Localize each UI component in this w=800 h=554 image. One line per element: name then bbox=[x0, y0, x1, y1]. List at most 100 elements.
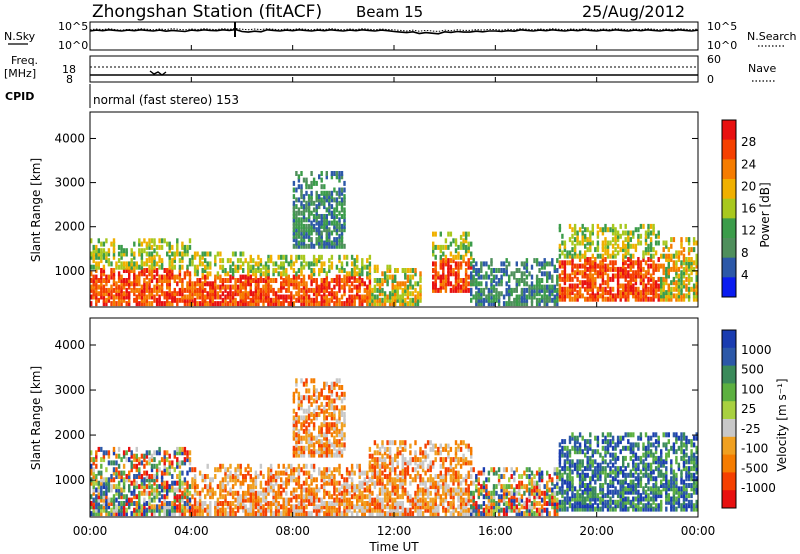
heatmap-cell bbox=[523, 287, 526, 293]
heatmap-cell bbox=[586, 260, 589, 266]
heatmap-cell bbox=[191, 291, 194, 297]
heatmap-cell bbox=[130, 268, 133, 273]
heatmap-cell bbox=[419, 284, 422, 290]
heatmap-cell bbox=[267, 474, 270, 479]
heatmap-cell bbox=[282, 254, 285, 260]
heatmap-cell bbox=[252, 268, 255, 273]
heatmap-cell bbox=[325, 274, 328, 280]
heatmap-cell bbox=[234, 281, 237, 287]
heatmap-cell bbox=[419, 446, 422, 452]
heatmap-cell bbox=[249, 274, 252, 280]
heatmap-cell bbox=[105, 484, 108, 490]
heatmap-cell bbox=[239, 504, 242, 510]
colorbar-tick-label: 20 bbox=[741, 179, 756, 193]
heatmap-cell bbox=[328, 197, 331, 203]
heatmap-cell bbox=[274, 501, 278, 506]
heatmap-cell bbox=[105, 258, 108, 264]
heatmap-cell bbox=[226, 511, 230, 517]
heatmap-cell bbox=[140, 504, 144, 510]
heatmap-cell bbox=[467, 501, 470, 506]
heatmap-cell bbox=[652, 247, 655, 253]
heatmap-cell bbox=[371, 470, 374, 476]
heatmap-cell bbox=[254, 470, 258, 476]
heatmap-cell bbox=[320, 507, 323, 513]
heatmap-cell bbox=[310, 210, 313, 216]
heatmap-cell bbox=[318, 301, 321, 307]
heatmap-cell bbox=[285, 278, 288, 283]
heatmap-cell bbox=[497, 504, 501, 510]
heatmap-cell bbox=[300, 435, 303, 441]
heatmap-cell bbox=[305, 463, 308, 469]
heatmap-cell bbox=[363, 487, 366, 493]
heatmap-cell bbox=[181, 244, 184, 250]
power-heatmap bbox=[90, 171, 698, 307]
heatmap-cell bbox=[338, 507, 341, 513]
heatmap-cell bbox=[231, 284, 235, 290]
heatmap-cell bbox=[95, 301, 98, 307]
heatmap-cell bbox=[543, 284, 546, 290]
heatmap-cell bbox=[143, 297, 146, 303]
heatmap-cell bbox=[371, 457, 374, 463]
heatmap-cell bbox=[363, 501, 366, 506]
heatmap-cell bbox=[373, 457, 377, 463]
heatmap-cell bbox=[343, 287, 346, 293]
heatmap-cell bbox=[302, 470, 306, 476]
heatmap-cell bbox=[459, 490, 463, 496]
heatmap-cell bbox=[150, 274, 154, 280]
heatmap-cell bbox=[107, 274, 111, 280]
heatmap-cell bbox=[492, 490, 496, 496]
heatmap-cell bbox=[201, 504, 204, 510]
heatmap-cell bbox=[530, 294, 534, 300]
heatmap-cell bbox=[153, 487, 156, 493]
heatmap-cell bbox=[371, 507, 374, 513]
heatmap-cell bbox=[657, 263, 660, 269]
heatmap-cell bbox=[589, 260, 592, 266]
heatmap-cell bbox=[302, 291, 306, 297]
heatmap-cell bbox=[340, 484, 344, 490]
heatmap-cell bbox=[525, 497, 529, 503]
heatmap-cell bbox=[335, 240, 339, 246]
heatmap-cell bbox=[667, 270, 670, 276]
heatmap-cell bbox=[186, 487, 189, 493]
heatmap-cell bbox=[312, 268, 316, 273]
heatmap-cell bbox=[573, 283, 577, 289]
heatmap-cell bbox=[426, 453, 430, 459]
heatmap-cell bbox=[642, 293, 645, 299]
heatmap-cell bbox=[204, 501, 207, 506]
heatmap-cell bbox=[300, 194, 303, 200]
heatmap-cell bbox=[604, 270, 607, 276]
heatmap-cell bbox=[262, 490, 265, 496]
heatmap-cell bbox=[356, 291, 359, 297]
heatmap-cell bbox=[244, 504, 247, 510]
heatmap-cell bbox=[257, 490, 260, 496]
heatmap-cell bbox=[381, 487, 384, 493]
heatmap-cell bbox=[614, 273, 617, 279]
heatmap-cell bbox=[297, 418, 301, 424]
station-title: Zhongshan Station (fitACF) bbox=[92, 2, 322, 22]
heatmap-cell bbox=[376, 457, 379, 463]
heatmap-cell bbox=[229, 258, 232, 264]
heatmap-cell bbox=[340, 197, 344, 203]
heatmap-cell bbox=[198, 294, 202, 300]
heatmap-cell bbox=[295, 445, 298, 451]
heatmap-cell bbox=[150, 291, 154, 297]
heatmap-cell bbox=[462, 477, 465, 483]
heatmap-cell bbox=[305, 184, 308, 190]
heatmap-cell bbox=[584, 237, 587, 243]
heatmap-cell bbox=[178, 460, 182, 466]
heatmap-cell bbox=[333, 501, 336, 506]
heatmap-cell bbox=[171, 511, 174, 517]
heatmap-cell bbox=[100, 248, 103, 254]
heatmap-cell bbox=[153, 497, 156, 503]
heatmap-cell bbox=[566, 250, 569, 256]
heatmap-cell bbox=[596, 293, 600, 299]
heatmap-cell bbox=[254, 271, 258, 277]
heatmap-cell bbox=[219, 487, 222, 493]
heatmap-cell bbox=[462, 231, 465, 237]
heatmap-cell bbox=[229, 301, 232, 307]
heatmap-cell bbox=[292, 422, 296, 428]
heatmap-cell bbox=[150, 254, 154, 260]
heatmap-cell bbox=[236, 463, 240, 469]
heatmap-cell bbox=[394, 297, 397, 303]
heatmap-cell bbox=[391, 281, 394, 287]
